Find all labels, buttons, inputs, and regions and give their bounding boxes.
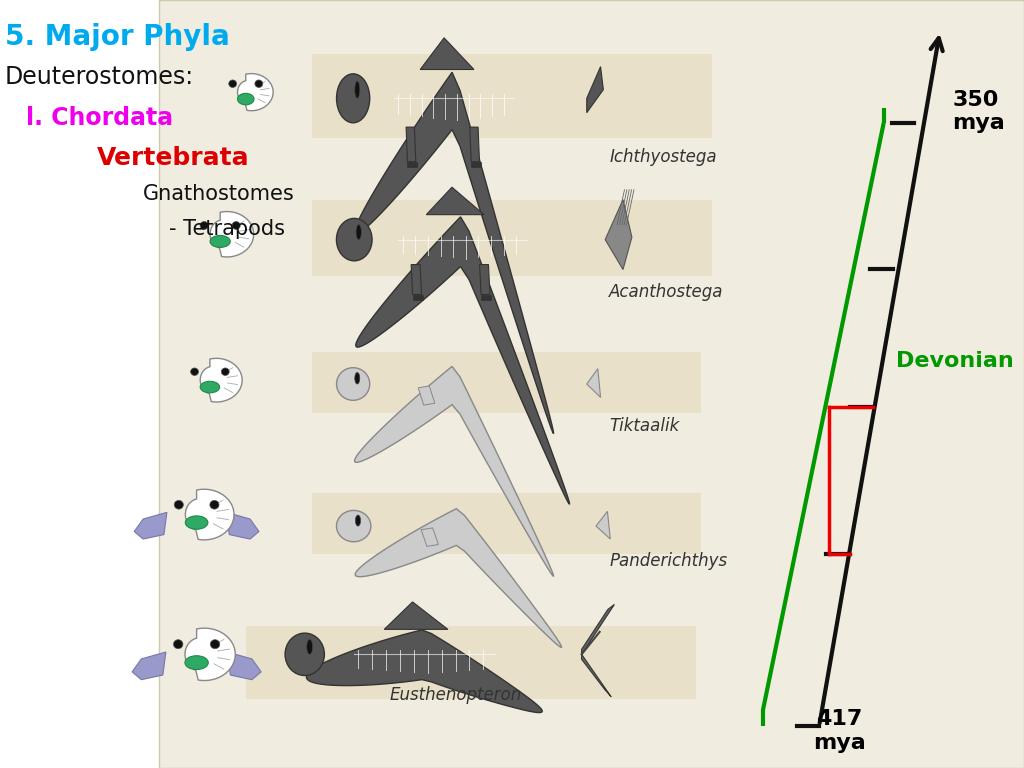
Polygon shape <box>134 512 167 539</box>
Text: Gnathostomes: Gnathostomes <box>143 184 295 204</box>
Polygon shape <box>210 211 254 257</box>
Ellipse shape <box>173 640 183 649</box>
Bar <box>159 0 1024 768</box>
Text: Deuterostomes:: Deuterostomes: <box>5 65 195 89</box>
Polygon shape <box>227 652 261 680</box>
Bar <box>246 626 696 699</box>
Polygon shape <box>354 72 554 433</box>
Ellipse shape <box>285 633 325 676</box>
Bar <box>312 352 701 413</box>
Polygon shape <box>481 295 492 300</box>
Polygon shape <box>587 369 600 398</box>
Text: Ichthyostega: Ichthyostega <box>609 148 717 167</box>
Polygon shape <box>355 508 561 647</box>
Ellipse shape <box>355 515 360 526</box>
Polygon shape <box>582 654 611 697</box>
Polygon shape <box>420 38 474 70</box>
Ellipse shape <box>228 80 237 88</box>
Ellipse shape <box>185 516 208 529</box>
Polygon shape <box>132 652 166 680</box>
Polygon shape <box>479 264 489 295</box>
Bar <box>312 200 712 276</box>
Polygon shape <box>596 511 610 539</box>
Ellipse shape <box>337 218 372 261</box>
Text: Eusthenopteron: Eusthenopteron <box>389 686 521 704</box>
Ellipse shape <box>337 74 370 123</box>
Text: Devonian: Devonian <box>896 351 1014 371</box>
Ellipse shape <box>210 640 220 649</box>
Text: Vertebrata: Vertebrata <box>97 146 250 170</box>
Ellipse shape <box>356 225 361 240</box>
Ellipse shape <box>255 80 263 88</box>
Polygon shape <box>408 162 417 167</box>
Text: Acanthostega: Acanthostega <box>609 283 724 301</box>
Ellipse shape <box>354 372 359 384</box>
Text: 5. Major Phyla: 5. Major Phyla <box>5 23 229 51</box>
Polygon shape <box>605 200 632 270</box>
Text: 417
mya: 417 mya <box>813 710 866 753</box>
Polygon shape <box>470 127 479 162</box>
Ellipse shape <box>238 93 254 105</box>
Text: l. Chordata: l. Chordata <box>26 106 173 130</box>
Polygon shape <box>185 628 236 680</box>
Polygon shape <box>384 602 447 630</box>
Ellipse shape <box>200 221 208 230</box>
Ellipse shape <box>337 368 370 400</box>
Polygon shape <box>306 630 543 713</box>
Polygon shape <box>582 604 614 654</box>
Ellipse shape <box>185 656 208 670</box>
Polygon shape <box>355 217 569 504</box>
Ellipse shape <box>221 368 229 376</box>
Ellipse shape <box>210 501 219 509</box>
Ellipse shape <box>200 382 219 393</box>
Ellipse shape <box>174 501 183 509</box>
Text: 350
mya: 350 mya <box>952 90 1006 133</box>
Polygon shape <box>587 67 603 113</box>
Ellipse shape <box>307 639 312 654</box>
Polygon shape <box>413 295 423 300</box>
Polygon shape <box>421 528 438 546</box>
Ellipse shape <box>337 511 371 541</box>
Bar <box>312 54 712 138</box>
Polygon shape <box>201 359 242 402</box>
Polygon shape <box>426 187 484 215</box>
Polygon shape <box>407 127 416 162</box>
Text: - Tetrapods: - Tetrapods <box>169 219 285 239</box>
Polygon shape <box>418 386 435 406</box>
Polygon shape <box>238 74 273 111</box>
Polygon shape <box>226 512 259 539</box>
Ellipse shape <box>232 221 241 230</box>
Polygon shape <box>354 366 554 576</box>
Bar <box>312 493 701 554</box>
Polygon shape <box>412 264 422 295</box>
Ellipse shape <box>354 81 359 98</box>
Text: Panderichthys: Panderichthys <box>609 551 727 570</box>
Polygon shape <box>471 162 481 167</box>
Polygon shape <box>185 489 234 540</box>
Ellipse shape <box>190 368 199 376</box>
Text: Tiktaalik: Tiktaalik <box>609 417 680 435</box>
Ellipse shape <box>210 236 230 247</box>
